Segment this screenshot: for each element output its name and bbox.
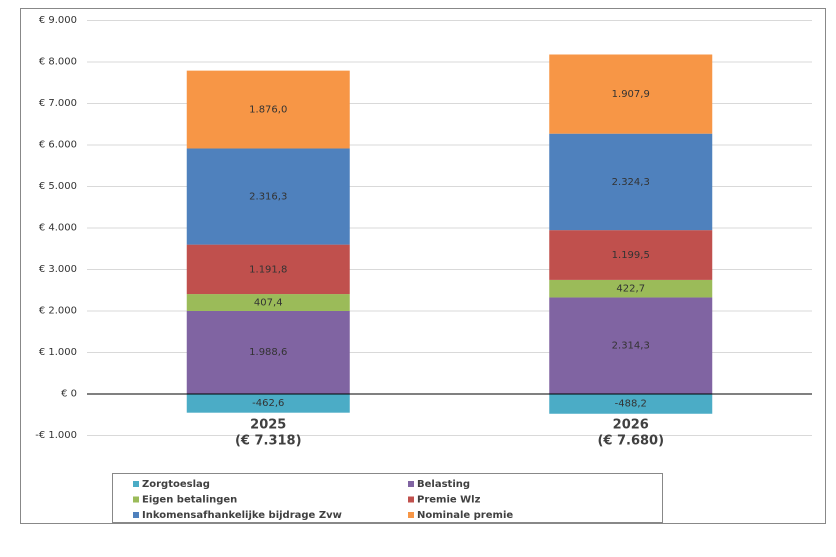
- legend-swatch: [133, 481, 139, 487]
- y-tick-label: € 5.000: [39, 181, 77, 192]
- bar-segment: [549, 54, 713, 134]
- chart-border: [20, 8, 826, 524]
- legend-swatch: [408, 512, 414, 518]
- value-label: 422,7: [616, 284, 645, 295]
- y-tick-label: € 1.000: [39, 347, 77, 358]
- value-label: -462,6: [252, 398, 284, 409]
- value-label: 1.191,8: [249, 264, 287, 275]
- legend-box: [112, 473, 663, 523]
- legend-swatch: [133, 512, 139, 518]
- y-tick-label: € 2.000: [39, 306, 77, 317]
- x-tick-sublabel: (€ 7.680): [597, 434, 664, 449]
- bar-segment: [549, 230, 713, 280]
- legend-label: Premie Wlz: [417, 495, 481, 506]
- x-tick-label: 2025: [250, 418, 286, 433]
- value-label: 1.199,5: [612, 250, 650, 261]
- y-tick-label: € 9.000: [39, 15, 77, 26]
- y-tick-label: € 3.000: [39, 264, 77, 275]
- bar-segment: [549, 297, 713, 394]
- legend-swatch: [133, 496, 139, 503]
- legend-label: Eigen betalingen: [142, 495, 237, 506]
- x-tick-label: 2026: [613, 418, 649, 433]
- bar-segment: [186, 244, 350, 295]
- legend-swatch: [408, 481, 414, 487]
- y-tick-label: -€ 1.000: [35, 430, 77, 441]
- y-tick-label: € 7.000: [39, 98, 77, 109]
- y-tick-label: € 4.000: [39, 223, 77, 234]
- value-label: 1.876,0: [249, 105, 287, 116]
- x-tick-sublabel: (€ 7.318): [235, 434, 302, 449]
- value-label: 2.316,3: [249, 192, 287, 203]
- legend-swatch: [408, 496, 414, 503]
- bar-segment: [186, 70, 350, 149]
- value-label: 407,4: [254, 298, 283, 309]
- bar-segment: [186, 310, 350, 394]
- bar-segment: [186, 148, 350, 245]
- y-tick-label: € 8.000: [39, 57, 77, 68]
- value-label: 1.988,6: [249, 347, 287, 358]
- value-label: 2.324,3: [612, 177, 650, 188]
- legend-label: Zorgtoeslag: [142, 479, 210, 490]
- bar-segment: [549, 279, 713, 298]
- legend-label: Inkomensafhankelijke bijdrage Zvw: [142, 510, 342, 521]
- value-label: 1.907,9: [612, 89, 650, 100]
- legend-label: Belasting: [417, 479, 470, 490]
- y-tick-label: € 6.000: [39, 140, 77, 151]
- legend-label: Nominale premie: [417, 510, 513, 521]
- bar-segment: [186, 393, 350, 413]
- y-tick-label: € 0: [61, 389, 77, 400]
- bar-segment: [549, 393, 713, 414]
- value-label: -488,2: [615, 399, 647, 410]
- value-label: 2.314,3: [612, 340, 650, 351]
- bar-segment: [549, 133, 713, 231]
- bar-segment: [186, 294, 350, 311]
